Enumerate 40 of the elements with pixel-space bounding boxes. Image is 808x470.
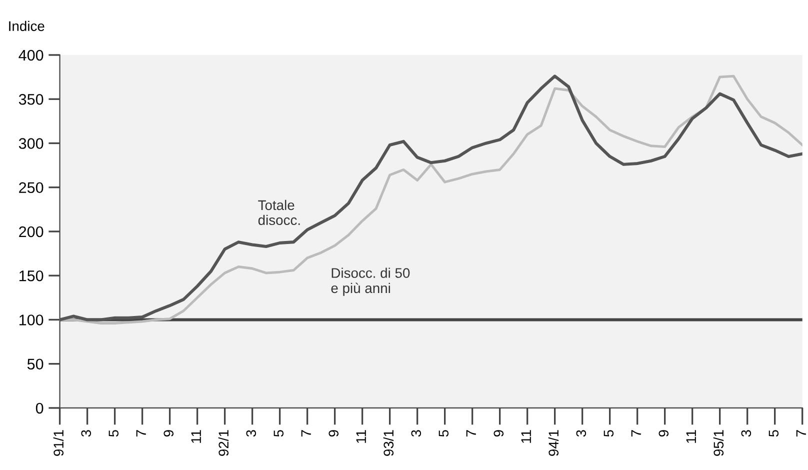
y-tick-label: 400 <box>18 50 44 61</box>
x-tick-label: 9 <box>328 430 339 437</box>
x-tick-label: 94/1 <box>548 430 559 456</box>
y-axis-title: Indice <box>9 20 44 32</box>
y-tick-label: 250 <box>19 182 44 194</box>
y-tick-label: 200 <box>19 226 44 238</box>
x-tick-label: 11 <box>356 430 366 443</box>
y-tick-label: 100 <box>19 314 44 326</box>
x-tick-label: 5 <box>768 430 779 437</box>
x-tick-label: 7 <box>466 430 476 436</box>
x-tick-label: 5 <box>438 430 449 437</box>
series-label: Totale disocc. <box>258 200 300 226</box>
x-tick-label: 3 <box>576 430 586 437</box>
y-tick-label: 50 <box>27 358 44 370</box>
y-tick-label: 300 <box>18 138 44 149</box>
x-tick-label: 5 <box>274 430 284 437</box>
x-tick-label: 7 <box>631 430 641 436</box>
x-tick-label: 5 <box>108 430 119 437</box>
x-tick-label: 11 <box>521 430 531 443</box>
y-tick-label: 350 <box>18 94 44 105</box>
x-tick-label: 9 <box>494 430 504 437</box>
x-tick-label: 3 <box>81 430 92 437</box>
x-tick-label: 92/1 <box>218 430 229 456</box>
x-tick-label: 11 <box>686 430 696 443</box>
x-tick-label: 9 <box>658 430 669 437</box>
x-tick-label: 9 <box>164 430 174 437</box>
x-tick-label: 7 <box>301 430 311 436</box>
y-tick-label: 150 <box>19 270 44 282</box>
x-tick-label: 3 <box>741 430 752 437</box>
x-tick-label: 7 <box>796 430 806 436</box>
x-tick-label: 11 <box>191 430 201 443</box>
y-tick-label: 0 <box>36 402 44 414</box>
x-tick-label: 3 <box>411 430 422 437</box>
series-label: Disocc. di 50 e più anni <box>331 268 410 296</box>
x-tick-label: 93/1 <box>383 430 394 456</box>
x-tick-label: 95/1 <box>713 430 724 456</box>
x-tick-label: 7 <box>136 430 146 436</box>
x-tick-label: 5 <box>604 430 614 437</box>
x-tick-label: 3 <box>246 430 256 437</box>
x-tick-label: 91/1 <box>53 430 64 456</box>
